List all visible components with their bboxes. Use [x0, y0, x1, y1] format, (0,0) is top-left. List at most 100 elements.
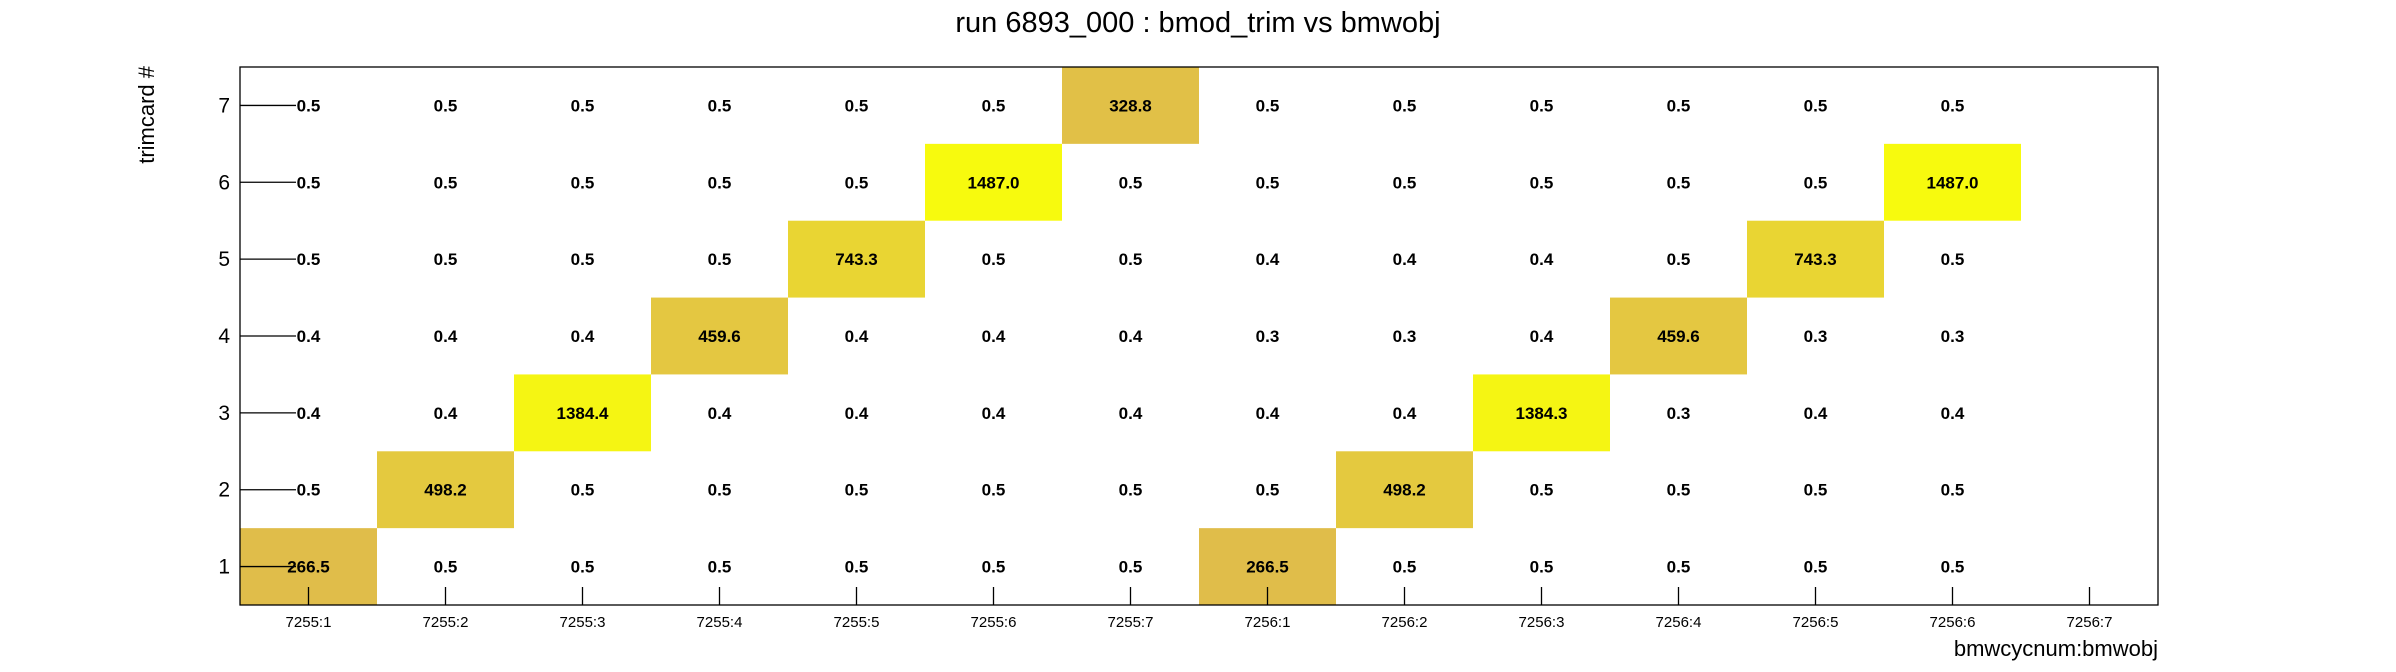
- cell-value-label: 266.5: [1246, 558, 1289, 577]
- cell-value-label: 0.5: [982, 250, 1006, 269]
- cell-value-label: 0.5: [297, 250, 321, 269]
- heatmap-cell: [1884, 143, 2021, 221]
- cell-value-label: 498.2: [1383, 481, 1426, 500]
- cell-value-label: 0.5: [571, 481, 595, 500]
- cell-value-label: 0.4: [1256, 404, 1280, 423]
- cell-value-label: 0.5: [1941, 558, 1965, 577]
- cell-value-label: 0.5: [434, 96, 458, 115]
- cell-value-label: 0.5: [1256, 481, 1280, 500]
- cell-value-label: 0.4: [982, 404, 1006, 423]
- x-tick-label: 7255:3: [560, 614, 606, 631]
- cell-value-label: 0.5: [845, 558, 869, 577]
- x-tick-label: 7255:5: [834, 614, 880, 631]
- cell-value-label: 0.5: [1530, 96, 1554, 115]
- x-tick-label: 7256:1: [1245, 614, 1291, 631]
- x-tick-label: 7255:1: [286, 614, 332, 631]
- cell-value-label: 0.5: [1393, 173, 1417, 192]
- chart-title: run 6893_000 : bmod_trim vs bmwobj: [955, 7, 1440, 39]
- cell-value-label: 0.5: [434, 558, 458, 577]
- x-tick-label: 7255:2: [423, 614, 469, 631]
- x-axis-tick-labels: 7255:1 7255:2 7255:3 7255:4 7255:5 7255:6 7255…: [286, 614, 2113, 631]
- cell-value-label: 0.5: [708, 173, 732, 192]
- cell-value-label: 0.4: [434, 404, 458, 423]
- cell-value-label: 0.4: [1530, 327, 1554, 346]
- cell-value-label: 0.4: [1119, 327, 1143, 346]
- cell-value-label: 0.3: [1256, 327, 1280, 346]
- cell-value-label: 0.4: [1393, 250, 1417, 269]
- cell-value-label: 0.5: [1667, 96, 1691, 115]
- cell-value-label: 0.5: [297, 96, 321, 115]
- cell-value-label: 0.4: [571, 327, 595, 346]
- cell-value-label: 0.3: [1667, 404, 1691, 423]
- cell-value-label: 0.5: [1530, 173, 1554, 192]
- cell-value-label: 0.5: [708, 558, 732, 577]
- cell-value-label: 459.6: [1657, 327, 1700, 346]
- cell-value-label: 0.4: [1256, 250, 1280, 269]
- cell-value-label: 0.5: [1804, 96, 1828, 115]
- cell-value-label: 0.4: [845, 327, 869, 346]
- x-tick-label: 7256:5: [1793, 614, 1839, 631]
- cell-value-label: 0.4: [434, 327, 458, 346]
- cell-value-label: 0.5: [1530, 481, 1554, 500]
- cell-value-label: 0.5: [845, 173, 869, 192]
- y-tick-label: 4: [218, 325, 230, 348]
- heatmap-cell: [925, 143, 1062, 221]
- heatmap-cell: [514, 374, 651, 452]
- cell-value-label: 0.5: [1667, 250, 1691, 269]
- cell-value-label: 0.4: [297, 327, 321, 346]
- x-tick-label: 7255:6: [971, 614, 1017, 631]
- cell-value-label: 0.5: [1119, 173, 1143, 192]
- cell-value-label: 1487.0: [968, 173, 1020, 192]
- y-tick-label: 3: [218, 402, 230, 425]
- cell-value-label: 0.5: [571, 250, 595, 269]
- cell-value-label: 0.5: [1804, 173, 1828, 192]
- cell-value-label: 0.5: [1667, 481, 1691, 500]
- cell-value-label: 0.4: [982, 327, 1006, 346]
- cell-value-label: 0.5: [1667, 558, 1691, 577]
- y-tick-label: 7: [218, 94, 230, 117]
- cell-value-label: 0.5: [434, 173, 458, 192]
- x-axis-title: bmwcycnum:bmwobj: [1954, 636, 2158, 661]
- cell-value-label: 0.4: [708, 404, 732, 423]
- cell-value-label: 0.5: [1530, 558, 1554, 577]
- cell-value-label: 0.4: [1393, 404, 1417, 423]
- cell-value-label: 0.4: [1530, 250, 1554, 269]
- heatmap-cell: [1747, 220, 1884, 298]
- cell-value-label: 0.5: [1941, 481, 1965, 500]
- cell-value-label: 0.5: [708, 96, 732, 115]
- cell-value-label: 1487.0: [1927, 173, 1979, 192]
- heatmap-cell: [377, 451, 514, 529]
- y-tick-label: 1: [218, 556, 230, 579]
- x-tick-label: 7256:7: [2067, 614, 2113, 631]
- cell-value-label: 0.4: [1119, 404, 1143, 423]
- cell-value-label: 0.5: [571, 96, 595, 115]
- cell-value-label: 0.3: [1941, 327, 1965, 346]
- x-tick-label: 7255:7: [1108, 614, 1154, 631]
- cell-value-label: 0.5: [434, 250, 458, 269]
- cell-value-label: 0.5: [982, 558, 1006, 577]
- cell-value-label: 0.3: [1393, 327, 1417, 346]
- cell-value-label: 0.5: [1804, 481, 1828, 500]
- cell-value-label: 0.5: [1256, 173, 1280, 192]
- heatmap-cell: [651, 297, 788, 375]
- cell-value-label: 0.5: [1393, 96, 1417, 115]
- cell-value-label: 0.5: [1119, 481, 1143, 500]
- cell-value-label: 0.5: [1393, 558, 1417, 577]
- cell-value-label: 328.8: [1109, 96, 1152, 115]
- cell-value-label: 0.5: [845, 481, 869, 500]
- cell-value-label: 0.5: [297, 481, 321, 500]
- cell-value-label: 266.5: [287, 558, 330, 577]
- cell-value-label: 0.5: [1119, 558, 1143, 577]
- x-tick-label: 7256:6: [1930, 614, 1976, 631]
- axis-ticks: [240, 104, 2091, 605]
- cell-value-label: 0.5: [1804, 558, 1828, 577]
- heatmap-cell: [1062, 67, 1199, 144]
- cell-value-label: 743.3: [1794, 250, 1837, 269]
- cell-value-label: 0.4: [297, 404, 321, 423]
- cell-value-label: 1384.4: [557, 404, 610, 423]
- cell-value-label: 743.3: [835, 250, 878, 269]
- cell-value-label: 0.4: [1804, 404, 1828, 423]
- cell-value-label: 0.4: [845, 404, 869, 423]
- cell-value-label: 0.3: [1804, 327, 1828, 346]
